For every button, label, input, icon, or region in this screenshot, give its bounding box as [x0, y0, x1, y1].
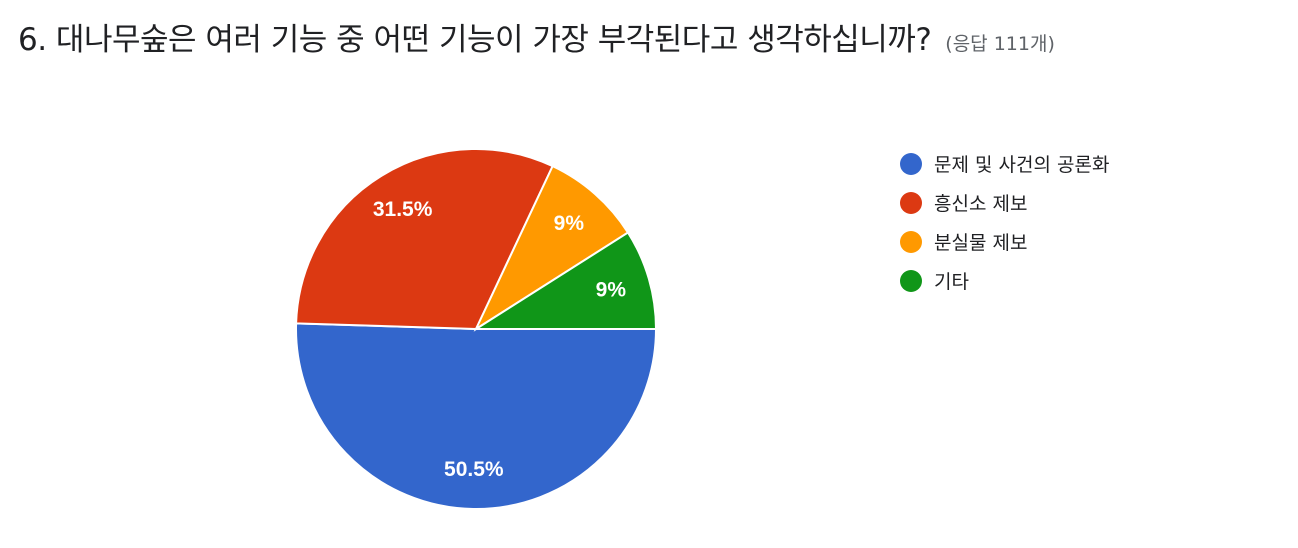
legend-item-3: 분실물 제보: [900, 222, 1109, 261]
legend-swatch-icon: [900, 152, 922, 175]
legend-label: 기타: [934, 271, 969, 293]
legend-item-4: 기타: [900, 261, 1109, 300]
legend-label: 문제 및 사건의 공론화: [934, 154, 1110, 176]
pie-slice-2: [295, 148, 554, 331]
slice-label-3: 9%: [554, 212, 585, 235]
legend-swatch-icon: [900, 269, 922, 292]
legend-item-2: 흥신소 제보: [900, 183, 1109, 222]
chart-header: 6. 대나무숲은 여러 기능 중 어떤 기능이 가장 부각된다고 생각하십니까?…: [18, 14, 1055, 59]
legend-label: 분실물 제보: [934, 232, 1028, 254]
pie-slice-4: [472, 231, 658, 330]
pie-slice-1: [295, 322, 658, 510]
response-count: (응답 111개): [945, 33, 1055, 55]
slice-label-1: 50.5%: [444, 458, 504, 481]
legend-swatch-icon: [900, 230, 922, 253]
pie-slice-3: [473, 164, 630, 332]
legend-swatch-icon: [900, 191, 922, 214]
legend-label: 흥신소 제보: [934, 193, 1028, 215]
question-title: 6. 대나무숲은 여러 기능 중 어떤 기능이 가장 부각된다고 생각하십니까?: [18, 22, 932, 58]
slice-label-2: 31.5%: [373, 198, 433, 221]
legend-item-1: 문제 및 사건의 공론화: [900, 144, 1109, 183]
slice-label-4: 9%: [596, 278, 627, 301]
